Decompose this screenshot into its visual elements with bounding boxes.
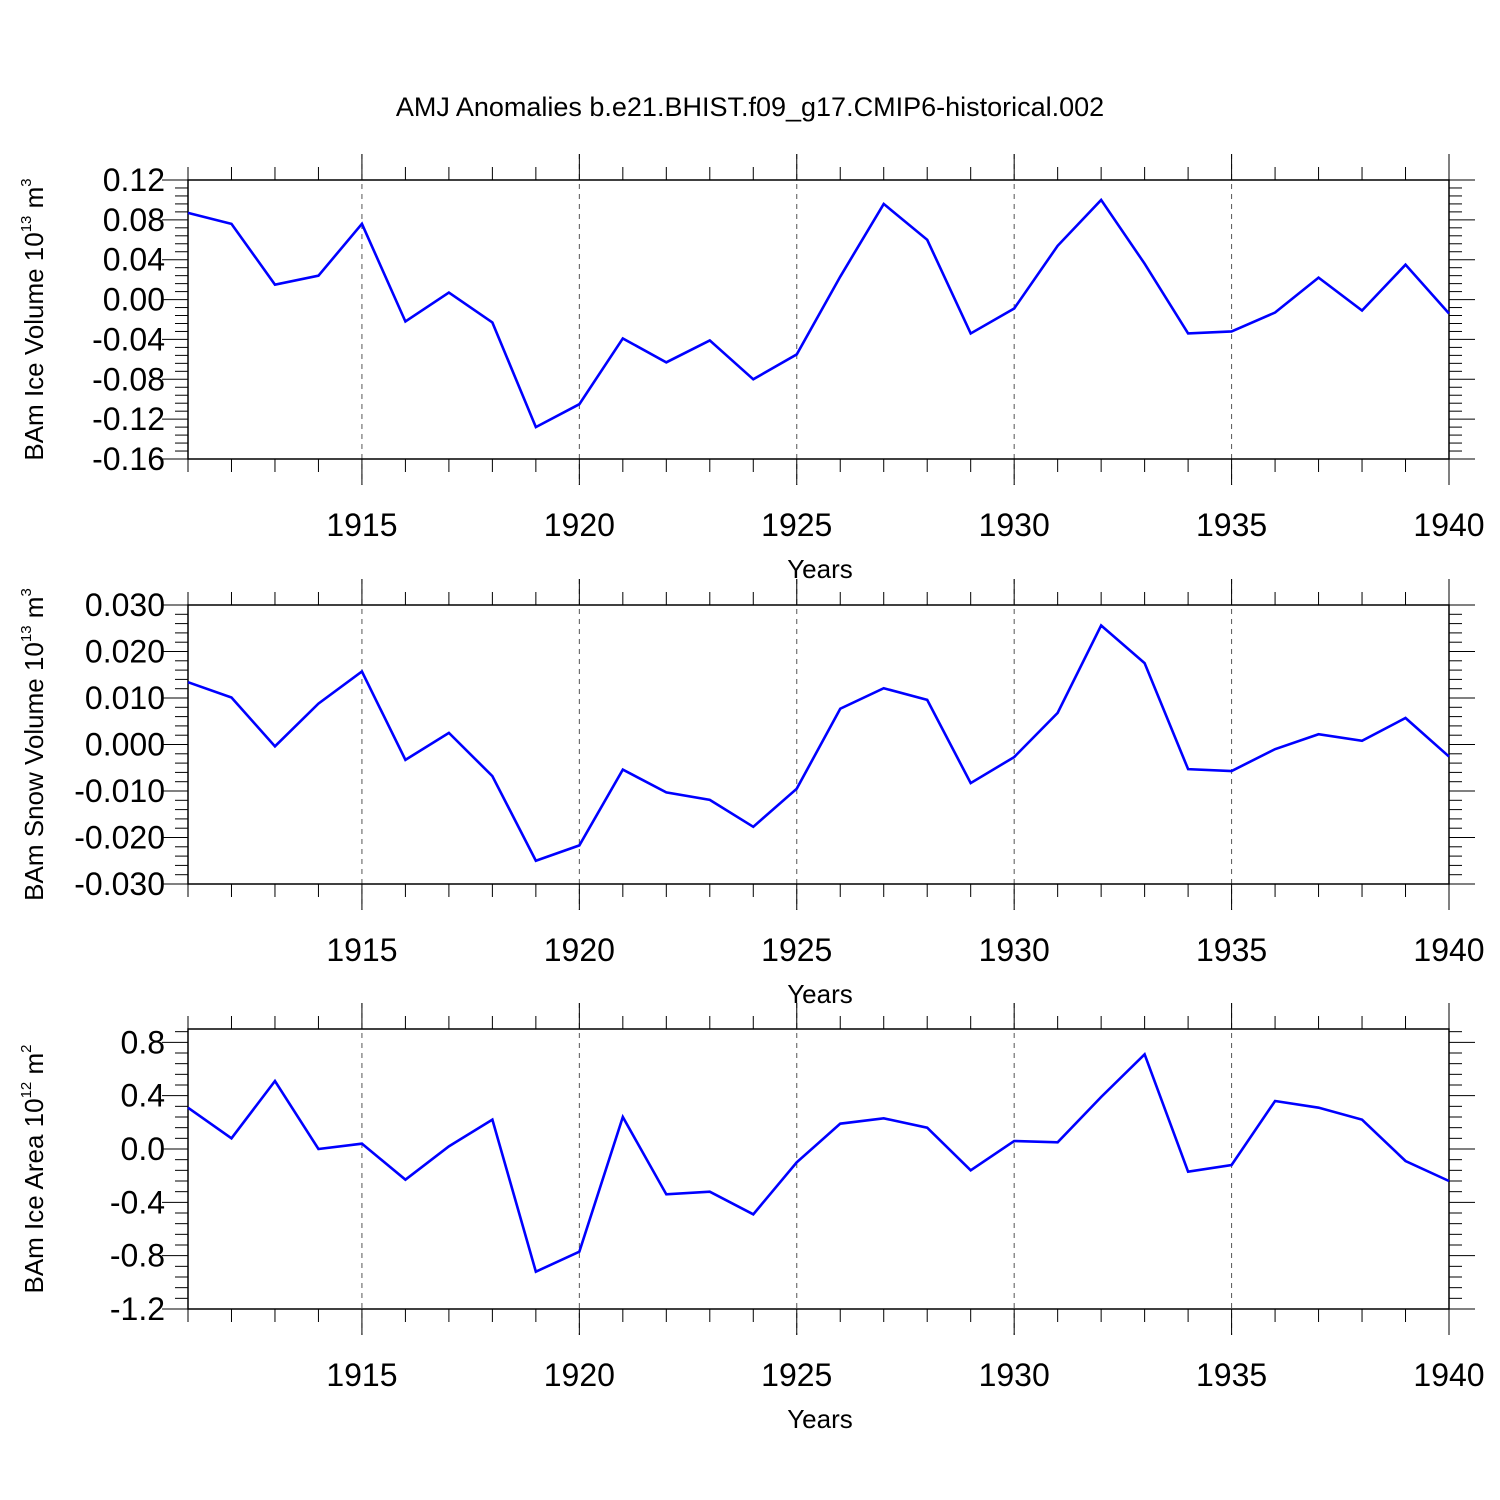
series-line (187, 623, 1450, 863)
y-tick-label: 0.0 (121, 1131, 165, 1167)
y-tick-label: -0.08 (92, 361, 165, 397)
y-tick-label: 0.08 (103, 202, 165, 238)
y-tick-label: 0.00 (103, 282, 165, 318)
plot-frame (187, 179, 1450, 460)
y-tick-label: 0.020 (85, 634, 165, 670)
y-tick-label: 0.8 (121, 1024, 165, 1060)
x-axis-title: Years (787, 979, 853, 1009)
y-axis-title-unit: m (19, 1053, 49, 1082)
y-axis-title-base: BAm Ice Volume 10 (19, 232, 49, 460)
y-axis-title-unit: m (19, 187, 49, 216)
y-axis-title-exponent: 13 (18, 625, 35, 642)
y-tick-label: -0.12 (92, 401, 165, 437)
panel-2: 1915 1920 1925 1930 1935 1940 Years -0.030 -0.02… (18, 579, 1485, 1009)
y-axis-title-unit-exponent: 2 (18, 1044, 35, 1052)
y-tick-label: 0.030 (85, 587, 165, 623)
x-tick-label: 1940 (1413, 507, 1484, 543)
y-tick-label: -0.4 (110, 1184, 165, 1220)
y-tick-label: -1.2 (110, 1291, 165, 1327)
y-axis-title: BAm Snow Volume 1013 m3 (18, 588, 49, 901)
y-tick-label: -0.16 (92, 441, 165, 477)
y-tick-label: 0.04 (103, 242, 165, 278)
plot-frame (187, 1028, 1450, 1310)
panel-1: 1915 1920 1925 1930 1935 1940 Years -0.16 -0.12 -… (18, 154, 1485, 584)
x-axis-title: Years (787, 1404, 853, 1434)
chart-panels: 1915 1920 1925 1930 1935 1940 Years -0.16 -0.12 -… (18, 154, 1485, 1434)
y-axis-title: BAm Ice Area 1012 m2 (18, 1044, 49, 1293)
x-tick-label: 1940 (1413, 1357, 1484, 1393)
y-tick-label: 0.010 (85, 680, 165, 716)
y-axis-title-unit-exponent: 3 (18, 178, 35, 186)
y-axis-title-base: BAm Ice Area 10 (19, 1098, 49, 1293)
y-tick-label: -0.010 (74, 773, 165, 809)
x-tick-label: 1930 (979, 507, 1050, 543)
x-tick-label: 1930 (979, 1357, 1050, 1393)
y-tick-label: -0.030 (74, 866, 165, 902)
x-tick-label: 1935 (1196, 507, 1267, 543)
y-axis-title-unit-exponent: 3 (18, 588, 35, 596)
y-tick-label: -0.020 (74, 820, 165, 856)
y-tick-label: -0.04 (92, 321, 165, 357)
x-tick-label: 1920 (544, 1357, 615, 1393)
y-axis-title: BAm Ice Volume 1013 m3 (18, 178, 49, 460)
x-tick-label: 1925 (761, 1357, 832, 1393)
chart-title: AMJ Anomalies b.e21.BHIST.f09_g17.CMIP6-… (396, 92, 1104, 122)
x-tick-label: 1920 (544, 507, 615, 543)
y-axis-title-base: BAm Snow Volume 10 (19, 642, 49, 901)
x-tick-label: 1925 (761, 932, 832, 968)
y-tick-label: 0.000 (85, 727, 165, 763)
y-tick-label: 0.4 (121, 1078, 165, 1114)
y-tick-label: 0.12 (103, 162, 165, 198)
y-axis-title-exponent: 12 (18, 1082, 35, 1099)
panel-3: 1915 1920 1925 1930 1935 1940 Years -1.2 -0.8 -0.… (18, 1003, 1485, 1434)
x-tick-label: 1940 (1413, 932, 1484, 968)
y-axis-title-unit: m (19, 597, 49, 626)
series-line (187, 197, 1450, 429)
y-tick-label: -0.8 (110, 1238, 165, 1274)
x-tick-label: 1935 (1196, 1357, 1267, 1393)
series-line (187, 1052, 1450, 1274)
x-tick-label: 1930 (979, 932, 1050, 968)
x-tick-label: 1915 (326, 932, 397, 968)
x-tick-label: 1925 (761, 507, 832, 543)
x-tick-label: 1935 (1196, 932, 1267, 968)
x-axis-title: Years (787, 554, 853, 584)
x-tick-label: 1920 (544, 932, 615, 968)
x-tick-label: 1915 (326, 507, 397, 543)
x-tick-label: 1915 (326, 1357, 397, 1393)
y-axis-title-exponent: 13 (18, 216, 35, 233)
